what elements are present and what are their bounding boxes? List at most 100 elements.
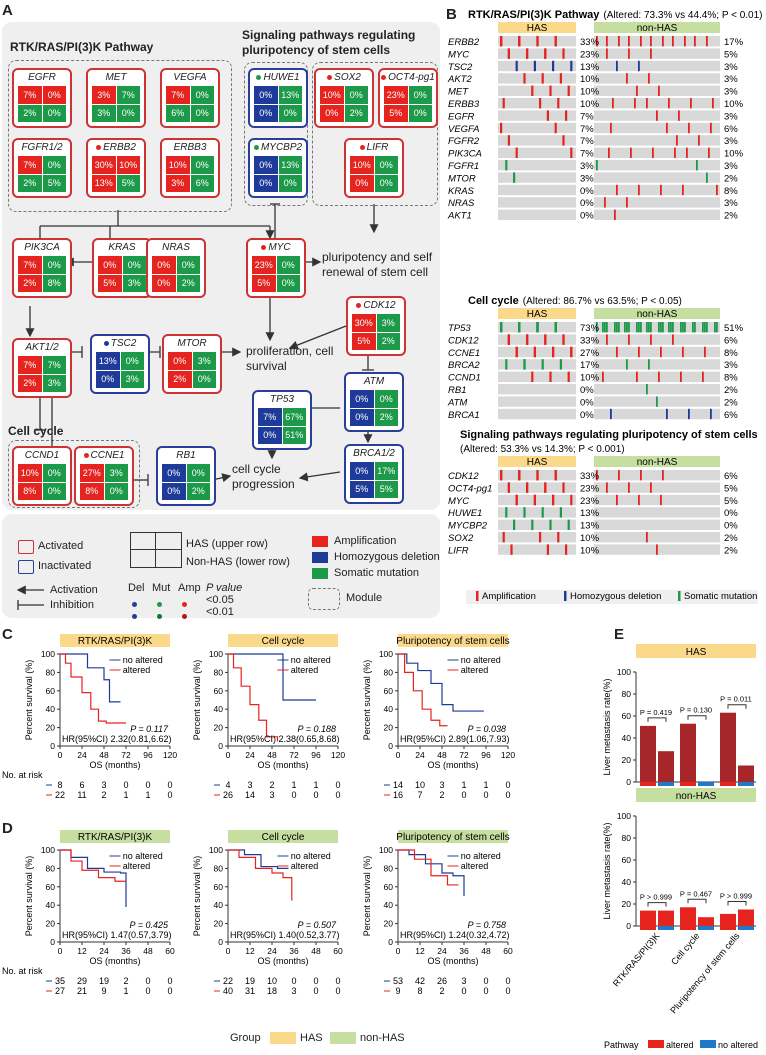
gene-cell: 0% (152, 274, 176, 292)
nonhas-alteration (682, 346, 684, 358)
gene-grid: 7% 0% 6% 0% (166, 86, 214, 122)
dot-amp-01 (182, 614, 187, 620)
km-xtick-label: 24 (99, 946, 109, 956)
km-risk-altered: 0 (483, 790, 488, 800)
has-pct: 23% (580, 496, 600, 507)
nonhas-alteration (630, 147, 632, 158)
nonhas-pct: 5% (724, 483, 738, 494)
oncoprint-legend-label: Somatic mutation (684, 591, 757, 602)
nonhas-alteration (616, 60, 618, 72)
nonhas-alteration (704, 322, 706, 333)
has-pct: 33% (580, 37, 600, 48)
nonhas-pct: 3% (724, 360, 738, 371)
nonhas-alteration (708, 147, 710, 158)
gene-name: OCT4-pg1 (380, 72, 436, 83)
gene-cell: 10% (18, 464, 42, 482)
gene-name: FGFR1/2 (21, 142, 63, 153)
km-ylabel: Percent survival (%) (362, 856, 372, 937)
oncoprint-gene: PIK3CA (448, 149, 482, 160)
km-title-bg (60, 634, 170, 647)
gene-cell: 0% (278, 174, 302, 192)
km-ytick-label: 100 (209, 649, 223, 659)
has-alteration (526, 334, 529, 345)
nonhas-alteration (662, 36, 664, 47)
km-title: RTK/RAS/PI(3)K (78, 832, 153, 843)
km-ytick-label: 60 (214, 686, 224, 696)
nonhas-pct: 8% (724, 348, 738, 359)
gene-grid: 7% 0% 2% 5% (18, 156, 66, 192)
km-curve-altered (60, 653, 126, 724)
has-alteration (500, 122, 503, 134)
bar-title: non-HAS (676, 791, 717, 802)
nonhas-alteration (702, 322, 704, 333)
km-xtick-label: 48 (311, 946, 321, 956)
km-risk-no-altered: 10 (415, 780, 425, 790)
gene-huwe1: HUWE1 0% 13% 0% 0% (248, 68, 308, 128)
nonhas-alteration (660, 346, 662, 358)
nonhas-track (594, 346, 720, 358)
has-alteration (565, 110, 568, 121)
gene-cell: 2% (186, 482, 210, 500)
gene-name: MYCBP2 (250, 142, 306, 153)
km-xtick-label: 24 (267, 946, 277, 956)
has-track (498, 48, 576, 59)
km-ylabel: Percent survival (%) (24, 856, 34, 937)
km-ytick-label: 100 (41, 649, 55, 659)
oncoprint: RTK/RAS/PI(3)K Pathway (Altered: 73.3% vs… (447, 9, 763, 604)
km-legend-altered: altered (123, 861, 151, 871)
nonhas-pct: 3% (724, 87, 738, 98)
nonhas-alteration (640, 470, 642, 481)
km-ytick-label: 0 (388, 937, 393, 947)
nonhas-track (594, 184, 720, 196)
has-alteration (526, 48, 529, 59)
gene-cell: 7% (18, 256, 42, 274)
km-xlabel: OS (months) (257, 956, 308, 966)
gene-cell: 7% (18, 356, 42, 374)
bar-base-no-altered (698, 926, 714, 930)
gene-cell: 7% (42, 356, 66, 374)
has-alteration (531, 519, 534, 530)
has-alteration (505, 359, 508, 370)
gene-cell: 23% (384, 86, 408, 104)
km-risk-no-altered: 3 (101, 780, 106, 790)
nonhas-alteration (604, 322, 606, 333)
has-alteration (523, 359, 526, 370)
has-pct: 7% (580, 111, 594, 122)
nonhas-alteration (684, 36, 686, 47)
km-title-bg (398, 830, 508, 843)
gene-grid: 10% 0% 0% 0% (350, 156, 398, 192)
bar-altered (720, 712, 736, 782)
has-pct: 13% (580, 508, 600, 519)
km-title-bg (228, 830, 338, 843)
gene-grid: 3% 7% 3% 0% (92, 86, 140, 122)
gene-fgfr1-2: FGFR1/2 7% 0% 2% 5% (12, 138, 72, 198)
nonhas-pct: 3% (724, 74, 738, 85)
dot-mut-01 (157, 614, 162, 620)
has-pct: 7% (580, 149, 594, 160)
oncoprint-gene: CCND1 (448, 373, 481, 384)
gene-cell: 3% (376, 314, 400, 332)
nonhas-alteration (648, 73, 650, 84)
nonhas-track (594, 85, 720, 96)
rtk-title: RTK/RAS/PI(3)K Pathway (10, 40, 154, 54)
gene-name: BRCA1/2 (353, 448, 395, 459)
nonhas-track (594, 60, 720, 72)
oncoprint-gene: LIFR (448, 545, 469, 556)
oncoprint-legend-swatch (564, 591, 567, 601)
km-risk-no-altered: 3 (461, 976, 466, 986)
km-hr: HR(95%CI) 2.38(0.65,8.68) (230, 734, 340, 744)
km-risk-no-altered: 0 (313, 976, 318, 986)
gene-cell: 2% (374, 408, 398, 426)
nonhas-alteration (646, 384, 648, 395)
km-xtick-label: 24 (77, 750, 87, 760)
group-legend-has: HAS (300, 1032, 323, 1044)
nonhas-alteration (616, 322, 618, 333)
panel-label-c: C (2, 626, 13, 643)
has-alteration (502, 532, 505, 543)
oncoprint-legend-label: Amplification (482, 591, 536, 602)
oncoprint-gene: BRCA2 (448, 360, 480, 371)
km-risk-no-altered: 3 (247, 780, 252, 790)
km-risk-altered: 0 (167, 986, 172, 996)
nonhas-alteration (672, 334, 674, 345)
legend-inhibition: Inhibition (50, 599, 95, 611)
